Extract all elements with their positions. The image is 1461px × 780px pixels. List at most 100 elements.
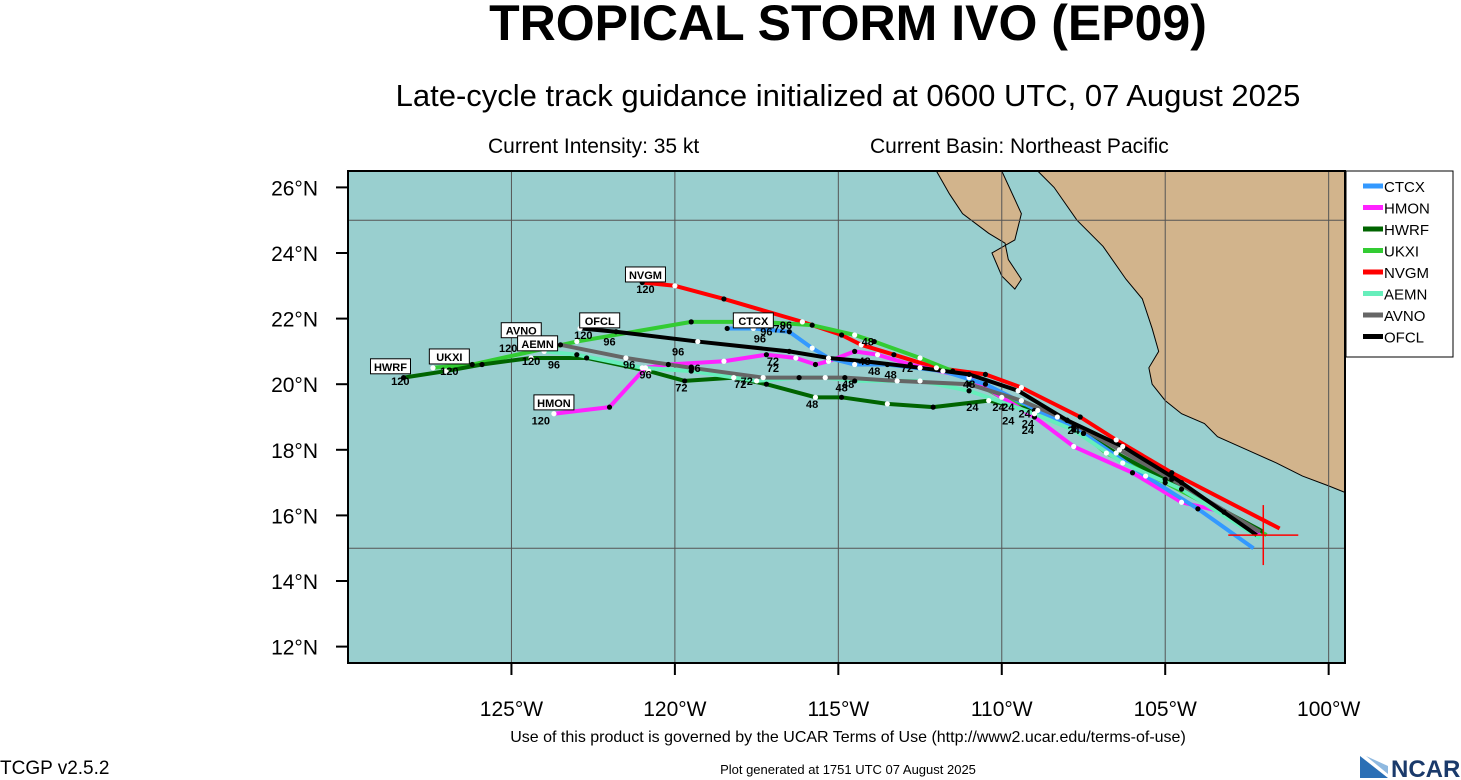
legend-label: OFCL [1384, 330, 1424, 347]
track-point [760, 375, 766, 381]
forecast-hour-label: 48 [858, 356, 870, 368]
track-point [852, 332, 858, 338]
track-point [1018, 384, 1024, 391]
forecast-hour-label: 120 [391, 376, 409, 388]
track-point [528, 355, 534, 361]
track-point [940, 368, 946, 374]
lat-tick-label: 14°N [271, 571, 318, 594]
track-point [754, 378, 760, 384]
track-point [930, 404, 936, 410]
forecast-hour-label: 96 [754, 333, 766, 345]
track-point [1120, 443, 1126, 450]
lat-tick-label: 20°N [271, 374, 318, 397]
track-point [1116, 447, 1123, 453]
lon-tick-label: 110°W [971, 698, 1033, 721]
track-point [665, 361, 671, 368]
track-name-label: HMON [537, 398, 571, 410]
track-point [724, 325, 730, 332]
forecast-hour-label: 96 [639, 369, 651, 381]
track-point [574, 338, 580, 345]
forecast-hour-label: 96 [672, 346, 684, 358]
track-point [950, 368, 956, 374]
forecast-hour-label: 120 [440, 366, 458, 378]
track-point [1169, 470, 1175, 476]
track-point [1071, 427, 1077, 433]
ncar-logo: NCAR [1360, 756, 1460, 780]
track-point [825, 355, 832, 361]
track-point [1169, 476, 1175, 482]
track-point [1113, 450, 1119, 456]
track-point [852, 348, 858, 354]
track-point [966, 381, 972, 387]
track-point [838, 394, 845, 400]
forecast-hour-label: 120 [522, 356, 540, 368]
track-name-label: CTCX [738, 316, 769, 328]
track-point [613, 329, 619, 335]
forecast-hour-label: 48 [842, 379, 854, 391]
track-point [786, 329, 792, 335]
track-point [786, 348, 792, 354]
lat-tick-label: 12°N [271, 637, 318, 660]
track-name-label: AVNO [506, 326, 537, 338]
lon-tick-label: 125°W [480, 698, 543, 721]
track-point [871, 338, 877, 345]
track-name-box [517, 335, 559, 352]
track-point [822, 375, 828, 381]
legend-label: HMON [1384, 201, 1430, 218]
track-point [646, 368, 652, 374]
track-point [1143, 473, 1149, 479]
terms-of-use: Use of this product is governed by the U… [510, 729, 1186, 746]
track-point [861, 358, 868, 364]
track-point [584, 355, 590, 361]
track-name-box [369, 358, 411, 375]
track-point [672, 283, 678, 289]
track-point [966, 388, 972, 394]
track-point [1195, 506, 1201, 512]
track-point [574, 352, 580, 358]
track-name-label: HWRF [374, 362, 407, 374]
track-point [1080, 430, 1087, 436]
forecast-hour-label: 24 [1068, 425, 1081, 437]
forecast-hour-label: 96 [780, 320, 792, 332]
track-point [1162, 476, 1168, 482]
track-point [852, 361, 858, 368]
lat-tick-label: 24°N [271, 243, 318, 266]
track-point [796, 375, 802, 381]
track-point [1113, 437, 1119, 443]
forecast-hour-label: 72 [767, 356, 779, 368]
forecast-hour-label: 48 [868, 366, 880, 378]
forecast-hour-label: 72 [901, 363, 913, 375]
track-point [1178, 486, 1185, 492]
track-point [443, 368, 449, 374]
legend-box [1345, 170, 1454, 358]
track-point [1054, 414, 1060, 420]
track-point [1077, 414, 1083, 420]
track-point [688, 319, 694, 325]
track-point [982, 371, 989, 377]
track-point [933, 365, 939, 371]
track-name-box [732, 312, 774, 329]
forecast-hour-label: 96 [623, 360, 635, 372]
forecast-hour-label: 120 [499, 343, 517, 355]
forecast-hour-label: 24 [1022, 425, 1035, 437]
track-name-label: UKXI [436, 352, 462, 364]
track-point [430, 365, 436, 371]
legend-label: HWRF [1384, 222, 1429, 239]
track-point [721, 358, 727, 364]
track-point [894, 378, 900, 384]
forecast-hour-label: 24 [1002, 415, 1015, 427]
track-point [812, 394, 819, 400]
track-point [721, 296, 727, 302]
forecast-hour-label: 72 [741, 376, 753, 388]
track-name-box [624, 266, 666, 283]
forecast-hour-label: 24 [992, 402, 1005, 414]
track-point [809, 322, 815, 328]
track-name-label: NVGM [629, 270, 662, 282]
chart-title: TROPICAL STORM IVO (EP09) [489, 0, 1207, 51]
forecast-hour-label: 48 [963, 379, 975, 391]
track-point [799, 319, 805, 325]
track-point [557, 342, 564, 348]
track-point [623, 355, 629, 361]
track-point [812, 361, 819, 368]
lat-tick-label: 22°N [271, 309, 318, 332]
